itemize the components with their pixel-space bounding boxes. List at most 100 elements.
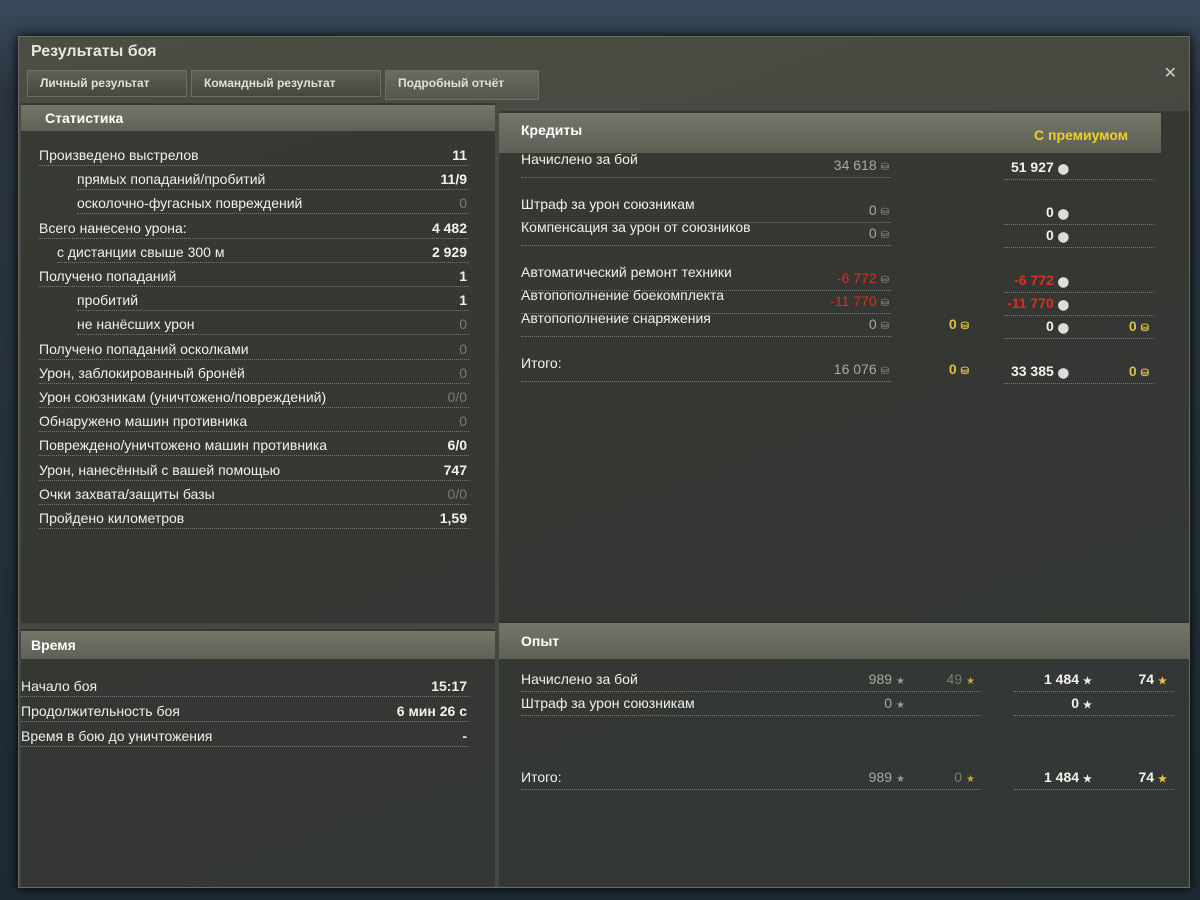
time-value: - (462, 728, 467, 744)
credits-premium-value-text: 51 927 (1010, 159, 1054, 175)
stat-value: 6/0 (447, 437, 467, 454)
row-divider (77, 189, 469, 191)
gold-star-icon: ★ (966, 676, 975, 687)
time-header: Время (21, 631, 495, 659)
coin-icon: ⛁ (880, 366, 889, 377)
xp-base-free-text: 0 (954, 769, 963, 785)
xp-base-value-text: 989 (868, 769, 893, 785)
row-divider (39, 358, 469, 360)
tab-team-result[interactable]: Командный результат (191, 70, 381, 97)
row-divider (39, 407, 469, 408)
credits-premium-gold-text: 0 (1128, 318, 1137, 334)
credits-panel (499, 111, 1189, 623)
row-divider (39, 431, 469, 433)
experience-label: Штраф за урон союзникам (521, 695, 695, 711)
time-panel (21, 629, 495, 887)
credits-base-value-text: 34 618 (833, 157, 877, 173)
credits-premium-value: 51 927 ⬤ (1011, 159, 1069, 175)
xp-premium-value-text: 0 (1071, 695, 1080, 711)
gold-icon: ⛁ (960, 366, 969, 377)
row-divider (39, 528, 469, 529)
time-value: 6 мин 26 с (396, 703, 467, 719)
row-divider (21, 746, 469, 747)
star-icon: ★ (896, 774, 905, 785)
row-divider (39, 382, 469, 384)
credits-base-value-text: 16 076 (833, 361, 877, 377)
credits-premium-value: 0 ⬤ (1046, 318, 1069, 334)
credits-premium-value-text: 33 385 (1010, 363, 1054, 379)
credits-premium-value: 0 ⬤ (1046, 227, 1069, 243)
tab-personal-result[interactable]: Личный результат (27, 70, 187, 97)
credits-base-gold: 0 ⛁ (949, 361, 969, 377)
battle-results-window: Результаты боя ✕ Личный результат Команд… (18, 36, 1190, 888)
star-icon: ★ (1083, 676, 1092, 687)
row-divider (39, 286, 469, 287)
stat-label: Произведено выстрелов (39, 147, 199, 163)
xp-base-value: 989 ★ (869, 769, 905, 785)
row-divider (521, 789, 981, 790)
coin-icon: ⛁ (880, 162, 889, 173)
stat-label: Всего нанесено урона: (39, 219, 187, 236)
star-icon: ★ (896, 700, 905, 711)
credits-base-value-text: -6 772 (836, 270, 877, 286)
coin-icon: ⬤ (1057, 277, 1069, 288)
xp-base-free-text: 49 (946, 671, 963, 687)
row-divider (1004, 292, 1154, 293)
experience-label: Начислено за бой (521, 671, 638, 687)
experience-label: Итого: (521, 769, 562, 785)
credits-premium-value: -11 770 ⬤ (1007, 295, 1069, 311)
row-divider (1014, 789, 1174, 790)
close-icon[interactable]: ✕ (1163, 65, 1177, 82)
credits-base-value-text: 0 (868, 202, 877, 218)
credits-base-value: -6 772 ⛁ (837, 270, 889, 286)
credits-premium-value-text: 0 (1046, 227, 1054, 243)
coin-icon: ⛁ (880, 298, 889, 309)
coin-icon: ⛁ (880, 207, 889, 218)
gold-icon: ⛁ (1140, 323, 1149, 334)
stat-value: 0/0 (447, 485, 467, 502)
credits-label: Итого: (521, 355, 562, 371)
time-label: Время в бою до уничтожения (21, 728, 213, 744)
row-divider (39, 165, 469, 166)
credits-premium-value-text: 0 (1046, 204, 1054, 220)
credits-base-value: 0 ⛁ (869, 316, 889, 332)
xp-premium-free-text: 74 (1138, 671, 1155, 687)
experience-panel (499, 621, 1189, 887)
credits-base-gold: 0 ⛁ (949, 316, 969, 332)
stat-value: 0 (459, 195, 467, 212)
stat-label: Урон, заблокированный бронёй (39, 364, 245, 381)
row-divider (77, 334, 469, 336)
tab-detailed-report[interactable]: Подробный отчёт (385, 70, 539, 100)
row-divider (77, 213, 469, 215)
row-divider (1004, 315, 1154, 316)
stat-value: 1,59 (439, 510, 467, 526)
xp-base-value-text: 989 (868, 671, 893, 687)
stat-label: Повреждено/уничтожено машин противника (39, 437, 328, 454)
row-divider (57, 261, 469, 263)
row-divider (1014, 715, 1174, 716)
coin-icon: ⛁ (880, 230, 889, 241)
stat-label: пробитий (77, 292, 139, 309)
credits-premium-gold: 0 ⛁ (1129, 363, 1149, 379)
credits-base-value: 34 618 ⛁ (834, 157, 889, 173)
stat-label: Урон союзникам (уничтожено/повреждений) (39, 389, 327, 405)
credits-label: Автопополнение снаряжения (521, 310, 711, 326)
row-divider (521, 336, 891, 337)
credits-premium-value-text: -6 772 (1014, 272, 1054, 288)
credits-label: Штраф за урон союзникам (521, 196, 695, 212)
row-divider (521, 715, 981, 716)
row-divider (521, 691, 981, 692)
row-divider (21, 721, 469, 722)
xp-premium-value: 1 484 ★ (1044, 671, 1092, 687)
row-divider (1004, 224, 1154, 225)
gold-star-icon: ★ (966, 774, 975, 785)
coin-icon: ⬤ (1057, 368, 1069, 379)
experience-header: Опыт (499, 623, 1189, 659)
credits-base-value: 16 076 ⛁ (834, 361, 889, 377)
time-label: Продолжительность боя (21, 703, 180, 719)
coin-icon: ⬤ (1057, 323, 1069, 334)
credits-premium-gold: 0 ⛁ (1129, 318, 1149, 334)
row-divider (39, 237, 469, 239)
xp-base-free: 49 ★ (946, 671, 975, 687)
xp-base-value: 0 ★ (884, 695, 905, 711)
